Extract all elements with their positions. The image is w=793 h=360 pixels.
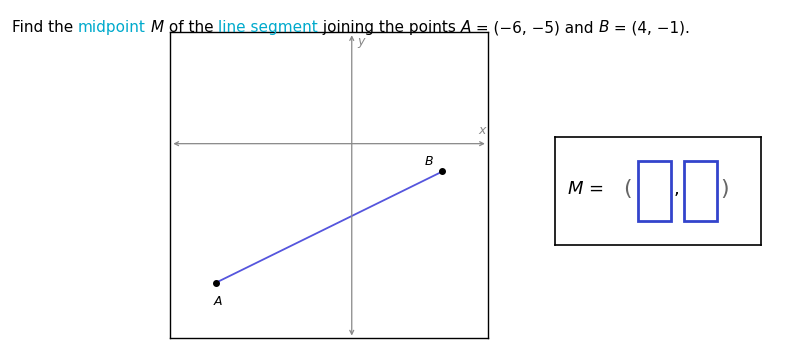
Text: line segment: line segment <box>218 21 318 35</box>
Text: x: x <box>479 124 486 137</box>
Text: (: ( <box>623 179 632 199</box>
Text: $M\,=$: $M\,=$ <box>568 180 604 198</box>
Text: ,: , <box>673 180 680 198</box>
Text: Find the: Find the <box>12 21 78 35</box>
Text: A: A <box>461 21 471 35</box>
Bar <box>684 161 717 221</box>
Text: midpoint: midpoint <box>78 21 146 35</box>
Text: of the: of the <box>164 21 218 35</box>
Text: = (−6, −5) and: = (−6, −5) and <box>471 21 599 35</box>
Text: y: y <box>358 35 365 48</box>
Bar <box>638 161 671 221</box>
Text: ): ) <box>720 179 729 199</box>
Text: = (4, −1).: = (4, −1). <box>609 21 690 35</box>
Text: joining the points: joining the points <box>318 21 461 35</box>
Text: A: A <box>213 295 222 308</box>
Text: B: B <box>599 21 609 35</box>
Text: B: B <box>424 154 433 167</box>
Text: M: M <box>151 21 164 35</box>
